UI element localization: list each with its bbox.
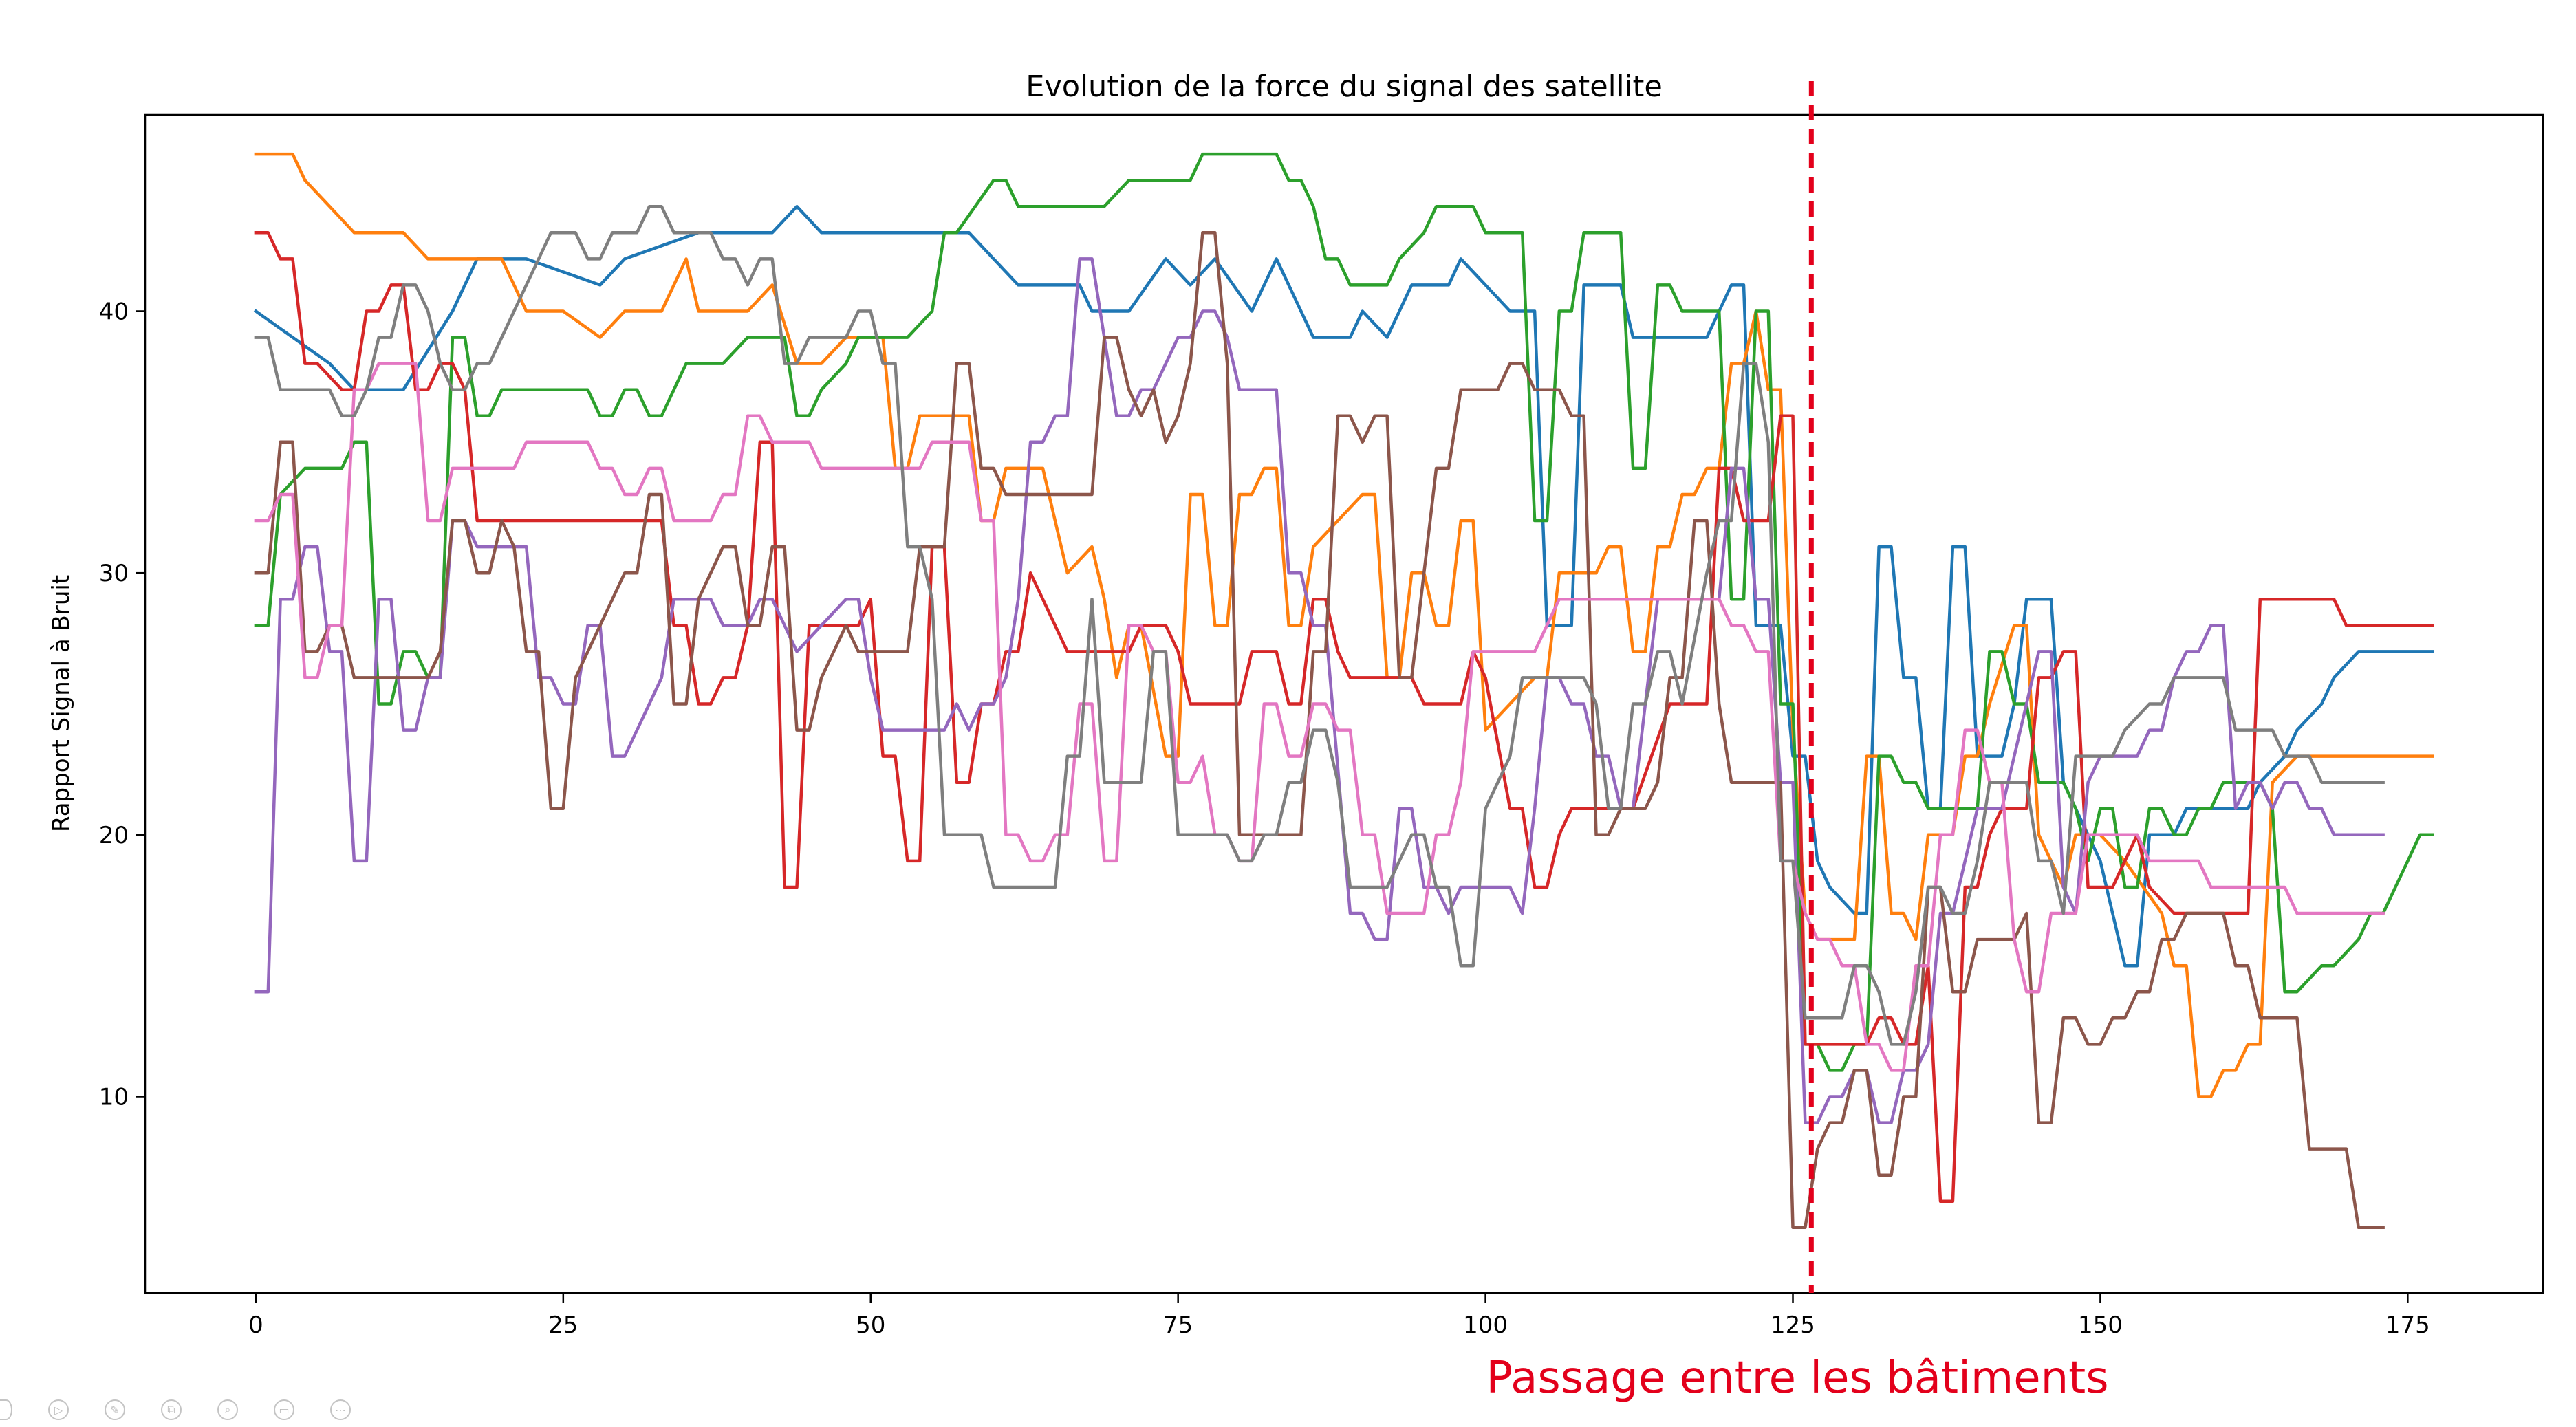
subtitles-icon[interactable]: ▭ [274, 1399, 294, 1420]
axes-frame [144, 113, 2544, 1294]
zoom-icon[interactable]: ⌕ [217, 1399, 238, 1420]
annotation-label: Passage entre les bâtiments [1486, 1353, 2108, 1404]
x-tick-label: 50 [856, 1311, 885, 1339]
series-line-6 [254, 231, 2385, 1230]
y-tick-label: 10 [99, 1084, 129, 1111]
previous-icon[interactable] [0, 1399, 12, 1420]
series-line-3 [254, 152, 2434, 1072]
slide-toolbar: ▷ ✎ ⧉ ⌕ ▭ ⋯ [0, 1393, 351, 1427]
x-axis: 0 25 50 75 100 125 150 175 [248, 1293, 2430, 1339]
series-layer [253, 152, 2434, 1230]
play-icon[interactable]: ▷ [48, 1399, 69, 1420]
series-line-7 [254, 362, 2385, 1072]
x-tick-label: 100 [1463, 1311, 1508, 1339]
x-tick-label: 175 [2385, 1311, 2430, 1339]
x-tick-label: 0 [248, 1311, 263, 1339]
series-line-5 [254, 257, 2385, 1124]
pen-icon[interactable]: ✎ [105, 1399, 125, 1420]
more-icon[interactable]: ⋯ [330, 1399, 351, 1420]
series-line-4 [254, 231, 2434, 1203]
chart-title: Evolution de la force du signal des sate… [1026, 69, 1663, 104]
y-tick-label: 30 [99, 560, 129, 587]
y-axis: 10 20 30 40 [99, 298, 145, 1111]
copy-icon[interactable]: ⧉ [161, 1399, 182, 1420]
x-tick-label: 25 [548, 1311, 578, 1339]
x-tick-label: 150 [2078, 1311, 2123, 1339]
y-axis-label: Rapport Signal à Bruit [47, 575, 75, 832]
y-tick-label: 20 [99, 822, 129, 849]
x-tick-label: 125 [1771, 1311, 1815, 1339]
series-line-2 [254, 152, 2434, 1098]
y-tick-label: 40 [99, 298, 129, 326]
x-tick-label: 75 [1163, 1311, 1193, 1339]
plot-area [144, 81, 2544, 1294]
series-line-8 [254, 204, 2385, 1046]
series-line-1 [253, 204, 2434, 968]
